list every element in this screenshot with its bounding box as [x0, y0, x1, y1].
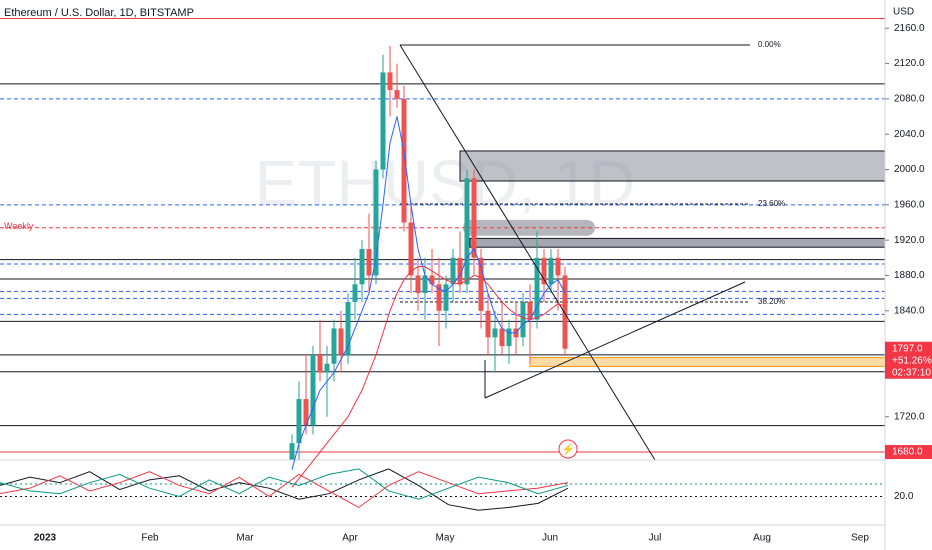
candle-body: [310, 354, 316, 426]
currency: USD: [893, 7, 914, 18]
price-tag: [885, 445, 932, 460]
candle-body: [338, 328, 344, 355]
y-tick-label: 1720.0: [894, 411, 925, 422]
fib-label: 38.20%: [758, 297, 785, 306]
candle-body: [562, 275, 568, 349]
candle-body: [289, 443, 295, 460]
x-tick-label: May: [436, 533, 455, 544]
change-label: +51.26%: [892, 355, 932, 366]
candle-body: [443, 284, 449, 311]
x-tick-label: Mar: [236, 533, 254, 544]
candle-body: [499, 328, 505, 347]
candle-body: [471, 178, 477, 258]
candle-body: [380, 72, 386, 170]
candle-body: [324, 363, 330, 373]
indicator-line: [0, 468, 569, 511]
y-tick-label: 1920.0: [894, 235, 925, 246]
x-tick-label: Feb: [141, 533, 159, 544]
candle-body: [345, 301, 351, 355]
candle-body: [478, 257, 484, 311]
zone-orange: [529, 357, 885, 367]
candle-body: [408, 222, 414, 276]
price-tag-label: 1680.0: [892, 447, 923, 458]
y-tick-label: 2080.0: [894, 94, 925, 105]
candle-body: [534, 257, 540, 320]
y-tick-label: 1880.0: [894, 270, 925, 281]
candle-body: [401, 98, 407, 223]
x-tick-label: Jul: [649, 533, 662, 544]
candle-body: [555, 257, 561, 276]
candle-body: [352, 284, 358, 302]
main-pane: Weekly 0.00% 23.60% 38.20%: [0, 18, 885, 460]
x-tick-label: Sep: [851, 533, 869, 544]
indicator-line: [0, 468, 569, 500]
candle-body: [450, 257, 456, 285]
candle-body: [485, 310, 491, 338]
indicator-tick-label: 20.0: [894, 491, 914, 502]
candle-body: [520, 301, 526, 338]
candle-body: [296, 399, 302, 444]
chart-title: Ethereum / U.S. Dollar, 1D, BITSTAMP: [4, 7, 194, 19]
candle-body: [366, 248, 372, 276]
candle-body: [394, 90, 400, 99]
fib-label: 23.60%: [758, 199, 785, 208]
candle-body: [415, 275, 421, 294]
candle-body: [387, 72, 393, 91]
y-tick-label: 1840.0: [894, 305, 925, 316]
candle-body: [422, 275, 428, 294]
moving-average: [291, 266, 566, 488]
candle-body: [331, 328, 337, 364]
y-tick-label: 2120.0: [894, 58, 925, 69]
y-tick-label: 2040.0: [894, 129, 925, 140]
indicator-line: [0, 471, 569, 509]
candle-body: [506, 328, 512, 347]
trend-line: [484, 281, 746, 399]
y-tick-label: 2160.0: [894, 23, 925, 34]
x-tick-label: Aug: [753, 533, 771, 544]
candle-body: [527, 301, 533, 320]
candle-body: [492, 328, 498, 338]
zone: [469, 237, 885, 248]
moving-average: [291, 116, 566, 470]
price-tag: [885, 341, 932, 356]
fib-label: 0.00%: [758, 40, 781, 49]
candle-body: [429, 275, 435, 285]
candle-body: [373, 169, 379, 276]
candle-body: [457, 257, 463, 285]
x-tick-label: Jun: [542, 533, 558, 544]
candle-body: [359, 248, 365, 285]
x-tick-label: Apr: [342, 533, 358, 544]
alert-glyph: ⚡: [561, 443, 575, 456]
candle-body: [548, 257, 554, 285]
x-tick-label: 2023: [34, 533, 57, 544]
zone: [459, 150, 885, 182]
y-tick-label: 2000.0: [894, 164, 925, 175]
price-tag-label: 1797.0: [892, 343, 923, 354]
change-bg: [885, 354, 932, 379]
y-tick-label: 1960.0: [894, 199, 925, 210]
candle-body: [303, 399, 309, 426]
candle-body: [464, 178, 470, 285]
weekly-label: Weekly: [4, 221, 34, 231]
countdown: 02:37:10: [892, 367, 931, 378]
trend-line: [399, 44, 656, 461]
candle-body: [317, 354, 323, 373]
candle-body: [541, 257, 547, 285]
candle-body: [436, 284, 442, 311]
alert-icon[interactable]: [558, 439, 578, 459]
